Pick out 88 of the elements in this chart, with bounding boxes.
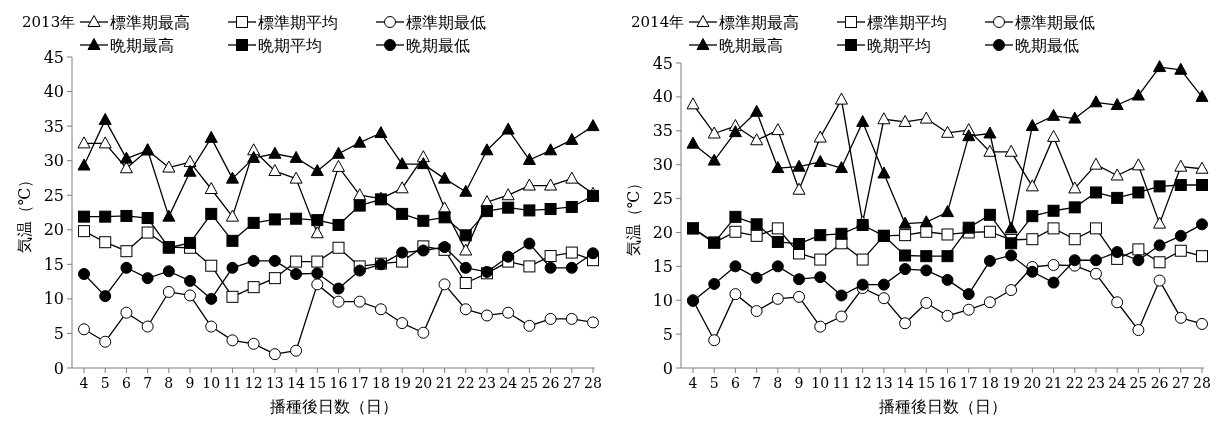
x-tick-label: 22 xyxy=(456,375,475,391)
y-tick-label: 5 xyxy=(662,324,673,344)
x-tick-label: 19 xyxy=(393,375,412,391)
x-tick-label: 8 xyxy=(164,375,174,391)
y-axis-title: 気温（℃） xyxy=(624,174,643,257)
x-tick-label: 23 xyxy=(478,375,496,391)
y-tick-label: 0 xyxy=(53,358,64,378)
chart-title: 2014年 xyxy=(631,13,685,31)
y-tick-label: 40 xyxy=(652,87,673,107)
x-axis-title: 播種後日数（日） xyxy=(269,397,398,416)
y-tick-label: 45 xyxy=(652,53,673,73)
y-tick-label: 35 xyxy=(43,116,64,136)
legend-label: 晩期平均 xyxy=(867,36,931,55)
x-tick-label: 25 xyxy=(520,375,539,391)
y-tick-label: 40 xyxy=(43,82,64,102)
x-tick-label: 28 xyxy=(1193,375,1211,391)
x-tick-label: 24 xyxy=(1108,375,1127,391)
x-tick-label: 9 xyxy=(185,375,195,391)
legend-label: 晩期最低 xyxy=(1015,36,1079,55)
x-tick-label: 14 xyxy=(287,375,306,391)
y-tick-label: 30 xyxy=(43,151,64,171)
y-tick-label: 25 xyxy=(652,189,673,209)
y-tick-label: 35 xyxy=(652,121,673,141)
y-tick-label: 10 xyxy=(652,290,673,310)
x-tick-label: 17 xyxy=(350,375,369,391)
x-tick-label: 18 xyxy=(372,375,390,391)
legend-label: 標準期最高 xyxy=(110,13,190,32)
x-tick-label: 6 xyxy=(121,375,131,391)
x-tick-label: 11 xyxy=(832,375,851,391)
x-tick-label: 7 xyxy=(752,375,762,391)
legend-label: 晩期最低 xyxy=(406,36,470,55)
legend-label: 晩期最高 xyxy=(110,36,174,55)
x-tick-label: 27 xyxy=(1171,375,1190,391)
y-tick-label: 45 xyxy=(43,47,64,67)
legend-label: 晩期平均 xyxy=(258,36,322,55)
x-axis-title: 播種後日数（日） xyxy=(878,397,1007,416)
x-tick-label: 27 xyxy=(562,375,581,391)
legend-label: 標準期平均 xyxy=(258,13,338,32)
x-tick-label: 10 xyxy=(811,375,830,391)
x-tick-label: 16 xyxy=(938,375,957,391)
x-tick-label: 14 xyxy=(896,375,915,391)
x-tick-label: 11 xyxy=(223,375,242,391)
legend-label: 標準期最低 xyxy=(1015,13,1095,32)
x-tick-label: 8 xyxy=(773,375,783,391)
x-tick-label: 21 xyxy=(435,375,454,391)
x-tick-label: 16 xyxy=(329,375,348,391)
legend-label: 標準期最高 xyxy=(719,13,799,32)
x-tick-label: 17 xyxy=(959,375,978,391)
x-tick-label: 4 xyxy=(79,375,89,391)
legend-label: 晩期最高 xyxy=(719,36,783,55)
x-tick-label: 13 xyxy=(874,375,893,391)
y-axis-title: 気温（℃） xyxy=(15,171,34,254)
x-tick-label: 6 xyxy=(730,375,740,391)
x-tick-label: 28 xyxy=(584,375,602,391)
x-tick-label: 12 xyxy=(244,375,263,391)
y-tick-label: 10 xyxy=(43,289,64,309)
x-tick-label: 5 xyxy=(100,375,110,391)
x-tick-label: 15 xyxy=(308,375,327,391)
y-tick-label: 20 xyxy=(43,220,64,240)
x-tick-label: 7 xyxy=(143,375,153,391)
x-tick-label: 20 xyxy=(414,375,433,391)
y-tick-label: 15 xyxy=(652,256,673,276)
x-tick-label: 15 xyxy=(917,375,936,391)
x-tick-label: 12 xyxy=(853,375,872,391)
x-tick-label: 9 xyxy=(794,375,804,391)
x-tick-label: 23 xyxy=(1087,375,1105,391)
x-tick-label: 18 xyxy=(981,375,999,391)
x-tick-label: 24 xyxy=(499,375,518,391)
y-tick-label: 20 xyxy=(652,222,673,242)
x-tick-label: 10 xyxy=(202,375,221,391)
chart-title: 2013年 xyxy=(22,13,76,31)
x-tick-label: 5 xyxy=(709,375,719,391)
y-tick-label: 5 xyxy=(53,323,64,343)
legend-label: 標準期最低 xyxy=(406,13,486,32)
x-tick-label: 4 xyxy=(688,375,698,391)
y-tick-label: 15 xyxy=(43,254,64,274)
y-tick-label: 0 xyxy=(662,358,673,378)
x-tick-label: 19 xyxy=(1002,375,1021,391)
x-tick-label: 26 xyxy=(1150,375,1169,391)
y-tick-label: 25 xyxy=(43,185,64,205)
x-tick-label: 13 xyxy=(265,375,284,391)
x-tick-label: 21 xyxy=(1044,375,1063,391)
y-tick-label: 30 xyxy=(652,155,673,175)
x-tick-label: 25 xyxy=(1129,375,1148,391)
x-tick-label: 22 xyxy=(1065,375,1084,391)
legend-label: 標準期平均 xyxy=(867,13,947,32)
x-tick-label: 20 xyxy=(1023,375,1042,391)
x-tick-label: 26 xyxy=(541,375,560,391)
